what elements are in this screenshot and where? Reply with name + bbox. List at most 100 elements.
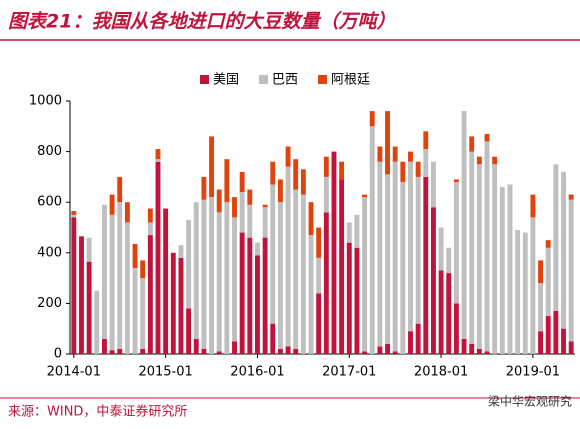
bar-segment — [469, 136, 475, 152]
bar-segment — [140, 278, 146, 349]
bar-segment — [285, 166, 291, 347]
bar-segment — [323, 176, 329, 213]
bar-segment — [392, 146, 398, 162]
bar-segment — [277, 348, 283, 354]
bar-segment — [415, 161, 421, 177]
bar-segment — [232, 341, 237, 354]
bar-segment — [423, 131, 429, 150]
bar-segment — [270, 184, 276, 324]
bar-segment — [124, 222, 130, 354]
bar-segment — [369, 111, 375, 127]
y-tick-label: 1000 — [29, 94, 62, 109]
bar-segment — [293, 348, 299, 354]
bar-segment — [408, 151, 413, 162]
bar-segment — [323, 212, 329, 354]
y-tick-label: 200 — [37, 296, 62, 311]
bar-segment — [530, 217, 536, 354]
bar-segment — [262, 207, 268, 238]
bar-segment — [124, 202, 130, 223]
bar-segment — [545, 247, 551, 317]
bar-segment — [262, 204, 268, 208]
bar-segment — [140, 260, 146, 279]
bar-segment — [201, 176, 207, 200]
chart-title: 图表21：我国从各地进口的大豆数量（万吨） — [8, 11, 395, 33]
bar-segment — [308, 235, 314, 354]
bar-segment — [239, 192, 245, 233]
bar-segment — [247, 189, 253, 205]
bar-segment — [285, 146, 291, 167]
bar-segment — [178, 257, 184, 354]
bar-segment — [461, 111, 467, 339]
legend-swatch — [318, 75, 328, 84]
bar-segment — [568, 199, 574, 342]
bar-segment — [300, 194, 306, 354]
bar-segment — [400, 181, 406, 354]
bar-segment — [346, 242, 352, 354]
bar-segment — [453, 181, 459, 304]
bar-segment — [71, 217, 77, 354]
bar-segment — [71, 211, 77, 215]
legend-swatch — [259, 75, 269, 84]
bar-segment — [293, 159, 299, 190]
bar-segment — [339, 161, 345, 180]
bar-segment — [461, 338, 467, 354]
bar-segment — [277, 202, 283, 349]
bar-segment — [239, 171, 245, 193]
bar-segment — [224, 159, 230, 203]
bar-segment — [492, 156, 498, 165]
bar-segment — [170, 252, 176, 354]
bar-segment — [270, 323, 276, 354]
bar-segment — [109, 214, 115, 351]
bar-segment — [385, 174, 390, 344]
bar-segment — [216, 212, 222, 352]
bar-segment — [216, 351, 222, 354]
bar-segment — [224, 202, 230, 354]
bar-segment — [484, 351, 490, 354]
bar-segment — [255, 242, 260, 256]
bar-segment — [507, 184, 513, 354]
bar-segment — [209, 197, 215, 354]
bar-segment — [392, 351, 398, 354]
bar-segment — [94, 290, 100, 354]
bar-segment — [101, 204, 107, 339]
bar-segment — [476, 164, 482, 349]
bar-segment — [155, 159, 161, 162]
bar-segment — [568, 194, 574, 200]
bar-segment — [339, 179, 345, 354]
bar-segment — [446, 273, 452, 354]
bar-segment — [216, 189, 222, 213]
bar-segment — [362, 197, 368, 352]
bar-segment — [415, 176, 421, 324]
x-tick-label: 2018-01 — [414, 365, 468, 380]
bar-segment — [277, 179, 283, 203]
bar-segment — [140, 348, 146, 354]
bar-segment — [86, 237, 92, 262]
bar-segment — [331, 151, 337, 354]
bar-segment — [186, 308, 192, 354]
bar-segment — [239, 232, 245, 354]
y-tick-label: 600 — [37, 195, 62, 210]
bar-segment — [101, 338, 107, 354]
bar-segment — [530, 194, 536, 218]
bar-segment — [308, 202, 314, 236]
bar-segment — [408, 331, 413, 354]
bar-segment — [430, 207, 436, 354]
legend-label: 阿根廷 — [331, 73, 370, 88]
bar-segment — [354, 247, 360, 354]
bar-segment — [346, 222, 352, 243]
bar-segment — [232, 197, 237, 218]
bar-segment — [86, 261, 92, 354]
bar-segment — [285, 346, 291, 354]
bar-segment — [193, 202, 199, 339]
bar-segment — [270, 161, 276, 185]
bar-segment — [300, 169, 306, 195]
bar-segment — [163, 208, 169, 354]
bar-segment — [117, 176, 123, 203]
bar-segment — [561, 328, 566, 354]
bar-segment — [186, 219, 192, 309]
bar-segment — [155, 149, 161, 160]
bar-segment — [385, 111, 390, 175]
bar-segment — [247, 237, 253, 354]
bar-segment — [354, 214, 360, 248]
bar-segment — [201, 348, 207, 354]
